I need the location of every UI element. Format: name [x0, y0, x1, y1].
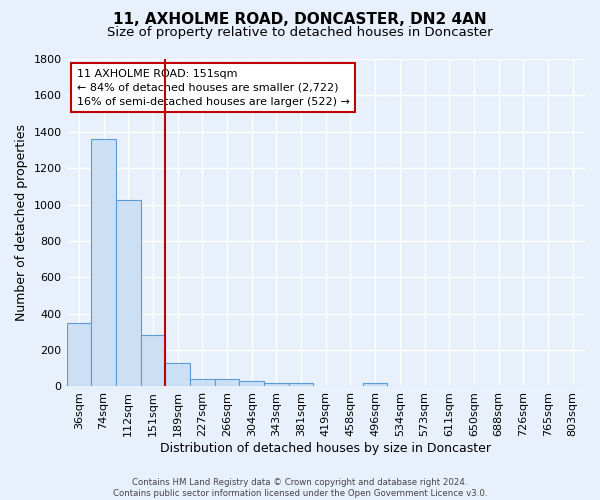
Bar — [264, 383, 289, 386]
Bar — [239, 381, 264, 386]
Bar — [215, 378, 239, 386]
X-axis label: Distribution of detached houses by size in Doncaster: Distribution of detached houses by size … — [160, 442, 491, 455]
Bar — [140, 334, 165, 386]
Bar — [165, 363, 190, 386]
Bar — [67, 323, 91, 386]
Bar — [190, 378, 215, 386]
Bar — [91, 139, 116, 386]
Y-axis label: Number of detached properties: Number of detached properties — [15, 124, 28, 321]
Text: Contains HM Land Registry data © Crown copyright and database right 2024.
Contai: Contains HM Land Registry data © Crown c… — [113, 478, 487, 498]
Bar — [363, 384, 388, 386]
Bar — [289, 383, 313, 386]
Text: 11 AXHOLME ROAD: 151sqm
← 84% of detached houses are smaller (2,722)
16% of semi: 11 AXHOLME ROAD: 151sqm ← 84% of detache… — [77, 69, 350, 107]
Text: 11, AXHOLME ROAD, DONCASTER, DN2 4AN: 11, AXHOLME ROAD, DONCASTER, DN2 4AN — [113, 12, 487, 28]
Text: Size of property relative to detached houses in Doncaster: Size of property relative to detached ho… — [107, 26, 493, 39]
Bar — [116, 200, 140, 386]
